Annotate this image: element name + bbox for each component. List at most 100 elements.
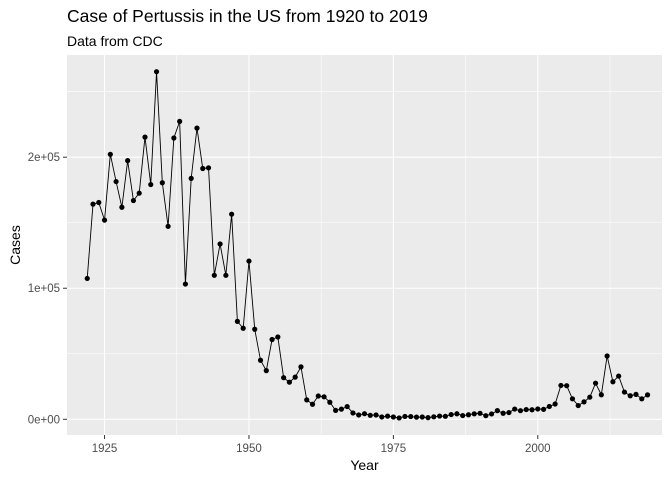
x-tick-label: 1925 xyxy=(92,443,118,455)
data-point xyxy=(344,403,350,410)
data-point xyxy=(390,414,396,420)
data-point xyxy=(471,411,477,417)
data-point xyxy=(142,134,148,140)
data-point xyxy=(512,406,518,412)
data-point xyxy=(535,406,541,412)
data-point xyxy=(627,393,633,399)
data-point xyxy=(96,199,102,206)
data-point xyxy=(448,411,454,418)
data-point xyxy=(644,392,651,398)
data-point xyxy=(610,379,616,385)
x-axis-tick-labels: 1925 1950 1975 2000 xyxy=(92,443,551,455)
data-point xyxy=(90,201,96,207)
data-point xyxy=(356,412,362,418)
data-point xyxy=(529,407,535,413)
axis-ticks xyxy=(63,156,539,439)
data-point xyxy=(188,175,194,181)
data-point xyxy=(309,401,316,407)
data-point xyxy=(413,414,420,420)
data-point xyxy=(101,217,108,223)
data-point xyxy=(292,374,298,380)
data-point xyxy=(408,413,414,420)
data-point xyxy=(113,178,119,185)
data-point xyxy=(148,181,154,188)
y-tick-label: 1e+05 xyxy=(28,283,60,295)
data-point xyxy=(205,165,212,171)
data-point xyxy=(125,158,131,164)
data-point xyxy=(442,413,448,419)
data-point xyxy=(234,318,241,324)
data-point xyxy=(587,394,593,400)
minor-gridlines xyxy=(67,55,662,435)
data-point xyxy=(575,402,581,409)
data-point xyxy=(598,392,604,398)
y-axis-title: Cases xyxy=(7,225,23,265)
data-point xyxy=(257,357,264,363)
data-point xyxy=(84,275,90,282)
data-point xyxy=(338,406,344,412)
chart-subtitle: Data from CDC xyxy=(67,33,163,49)
data-point xyxy=(177,118,183,125)
y-tick-label: 2e+05 xyxy=(28,152,60,164)
data-point xyxy=(633,391,639,398)
data-point xyxy=(298,364,304,370)
data-point xyxy=(171,135,177,141)
data-point xyxy=(159,180,165,186)
data-point xyxy=(639,396,645,402)
plot-panel xyxy=(67,55,662,435)
data-point xyxy=(194,125,200,131)
data-point xyxy=(240,325,246,331)
x-tick-label: 2000 xyxy=(525,443,551,455)
data-point xyxy=(315,393,321,399)
data-point xyxy=(373,412,379,418)
data-point xyxy=(252,326,258,332)
x-axis-title: Year xyxy=(350,457,379,473)
data-point xyxy=(119,204,125,210)
data-point xyxy=(321,394,327,400)
data-point xyxy=(385,413,391,419)
data-point xyxy=(546,403,552,410)
data-point xyxy=(367,412,373,418)
data-point xyxy=(465,412,472,418)
y-axis-tick-labels: 0e+00 1e+05 2e+05 xyxy=(28,152,60,426)
data-point xyxy=(454,411,460,417)
data-point xyxy=(425,415,431,421)
data-point xyxy=(211,272,217,278)
data-point xyxy=(379,414,385,420)
data-point xyxy=(130,197,137,204)
data-point xyxy=(327,399,333,405)
data-point xyxy=(281,375,287,381)
data-point xyxy=(477,410,483,416)
data-point xyxy=(107,151,113,157)
chart-title: Case of Pertussis in the US from 1920 to… xyxy=(67,6,428,26)
data-point xyxy=(419,414,425,420)
data-point xyxy=(361,411,368,417)
data-point xyxy=(269,336,275,343)
data-point xyxy=(558,382,564,389)
data-points xyxy=(84,69,651,421)
x-tick-label: 1950 xyxy=(236,443,262,455)
data-point xyxy=(540,406,547,412)
data-point xyxy=(616,373,622,379)
data-point xyxy=(223,272,229,278)
data-point xyxy=(217,241,223,247)
data-point xyxy=(488,411,495,417)
data-point xyxy=(402,413,408,420)
data-point xyxy=(431,414,437,420)
data-point xyxy=(263,368,269,374)
data-point xyxy=(304,397,310,403)
data-point xyxy=(494,408,500,414)
data-point xyxy=(136,190,142,196)
data-point xyxy=(592,380,599,386)
data-point xyxy=(564,383,570,389)
x-tick-label: 1975 xyxy=(381,443,407,455)
data-point xyxy=(517,408,524,414)
y-tick-label: 0e+00 xyxy=(28,414,60,426)
data-point xyxy=(506,409,512,416)
data-point xyxy=(182,281,189,287)
data-point xyxy=(165,223,171,229)
data-point xyxy=(396,415,402,421)
major-gridlines xyxy=(67,55,662,435)
data-point xyxy=(275,334,281,340)
